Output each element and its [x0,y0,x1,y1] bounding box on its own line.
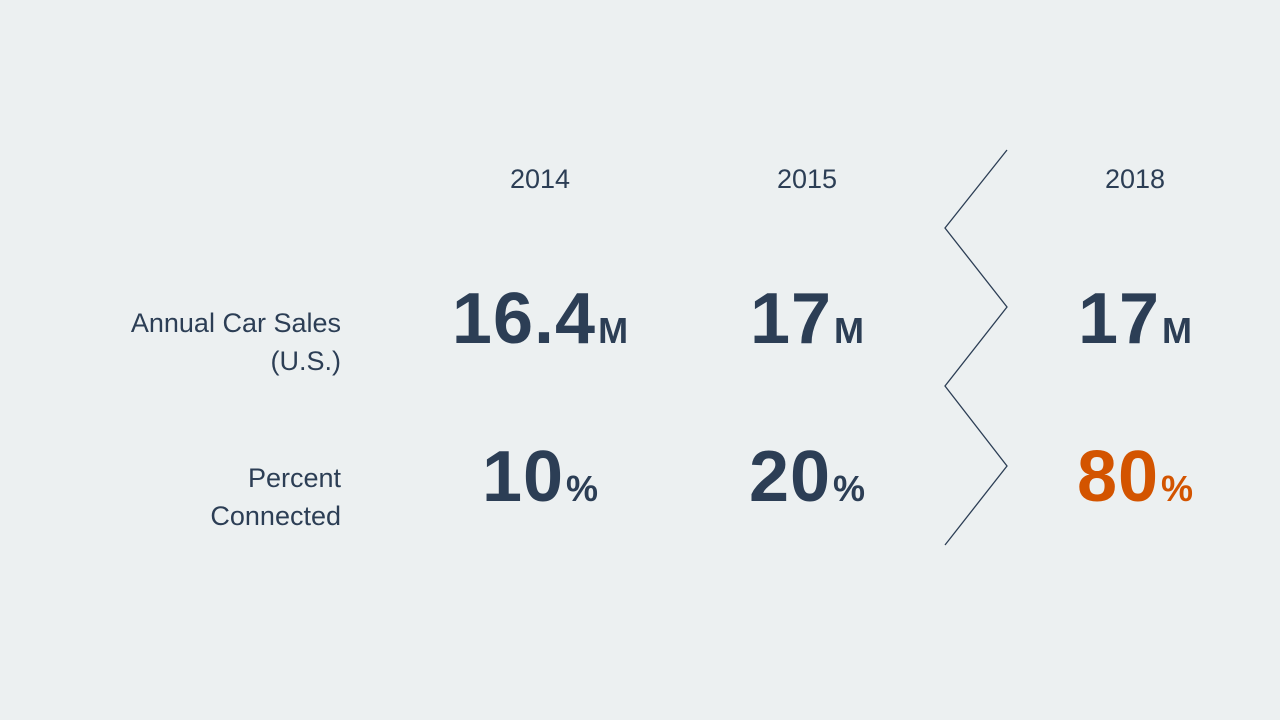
value-cell: 80% [975,436,1280,518]
value-unit: M [1162,310,1193,351]
value-number: 80 [1076,437,1160,517]
row-label: Percent Connected [41,459,341,535]
row-label-line: Annual Car Sales [130,308,341,338]
value-number: 20 [748,437,832,517]
row-label-line: (U.S.) [270,346,342,376]
value-number: 17 [1077,279,1161,359]
value-cell: 16.4M [380,278,700,360]
row-label-line: Percent [247,463,341,493]
value-unit: M [598,310,629,351]
column-header: 2015 [776,164,838,194]
value-unit: % [1161,468,1194,509]
row-label-line: Connected [210,501,341,531]
value-cell: 10% [380,436,700,518]
value-unit: % [566,468,599,509]
value-cell: 20% [647,436,967,518]
value-cell: 17M [975,278,1280,360]
column-header: 2018 [1104,164,1166,194]
value-number: 10 [481,437,565,517]
row-label: Annual Car Sales (U.S.) [41,304,341,380]
value-unit: % [833,468,866,509]
value-number: 17 [749,279,833,359]
column-header: 2014 [509,164,571,194]
break-line [944,149,1008,546]
value-number: 16.4 [451,279,597,359]
value-cell: 17M [647,278,967,360]
value-unit: M [834,310,865,351]
